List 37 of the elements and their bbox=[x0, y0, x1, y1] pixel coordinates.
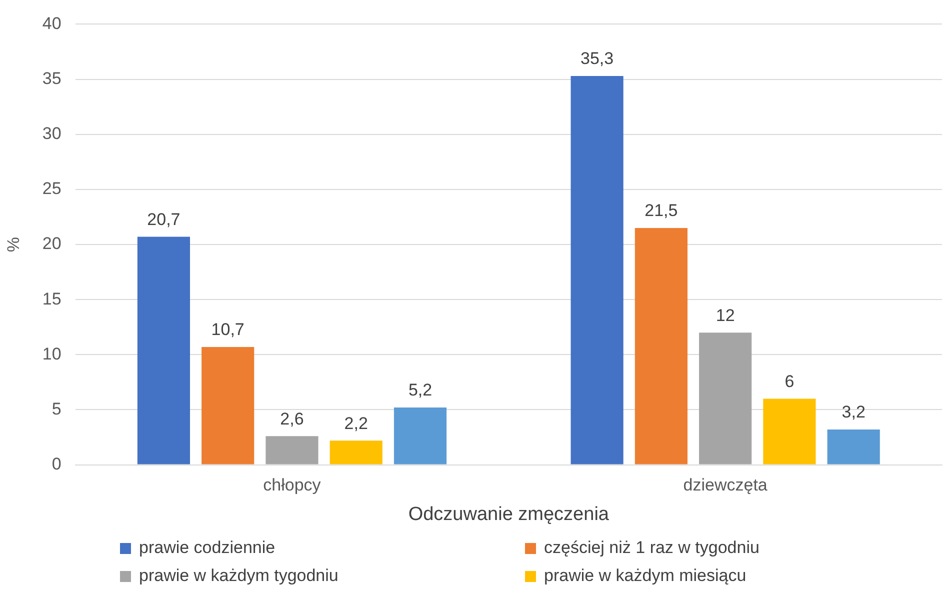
bar bbox=[827, 430, 880, 464]
bar bbox=[202, 346, 254, 464]
data-label: 21,5 bbox=[644, 201, 678, 220]
data-label: 35,3 bbox=[580, 49, 614, 68]
y-tick-label: 10 bbox=[42, 344, 62, 364]
y-tick-label: 30 bbox=[42, 124, 62, 144]
data-label: 12 bbox=[716, 306, 735, 325]
data-label: 6 bbox=[784, 372, 794, 391]
data-label: 2,6 bbox=[280, 409, 304, 428]
legend-label: prawie codziennie bbox=[139, 538, 276, 558]
bar bbox=[634, 228, 688, 464]
bar bbox=[699, 332, 752, 464]
data-label: 20,7 bbox=[147, 210, 180, 229]
x-tick-label: dziewczęta bbox=[683, 476, 768, 495]
y-axis-title: % bbox=[4, 236, 23, 252]
y-tick-label: 40 bbox=[42, 14, 62, 33]
bar bbox=[137, 236, 190, 464]
x-axis-title: Odczuwanie zmęczenia bbox=[408, 504, 610, 525]
bar bbox=[570, 76, 624, 464]
y-tick-label: 25 bbox=[42, 179, 62, 198]
bar bbox=[763, 398, 816, 464]
y-tick-label: 35 bbox=[42, 68, 62, 88]
bar bbox=[266, 436, 318, 464]
bar bbox=[394, 408, 447, 464]
data-label: 2,2 bbox=[344, 414, 368, 433]
y-tick-label: 20 bbox=[42, 234, 62, 254]
y-tick-label: 5 bbox=[52, 399, 62, 418]
y-tick-label: 15 bbox=[42, 289, 62, 308]
bar bbox=[330, 440, 382, 464]
data-label: 3,2 bbox=[842, 402, 866, 422]
legend-label: prawie w każdym miesiącu bbox=[544, 566, 746, 586]
legend-label: prawie w każdym tygodniu bbox=[139, 566, 338, 586]
data-label: 10,7 bbox=[211, 320, 244, 340]
legend-label: częściej niż 1 raz w tygodniu bbox=[544, 538, 760, 558]
data-label: 5,2 bbox=[408, 380, 432, 400]
y-tick-label: 0 bbox=[52, 454, 62, 474]
x-tick-label: chłopcy bbox=[263, 476, 322, 495]
